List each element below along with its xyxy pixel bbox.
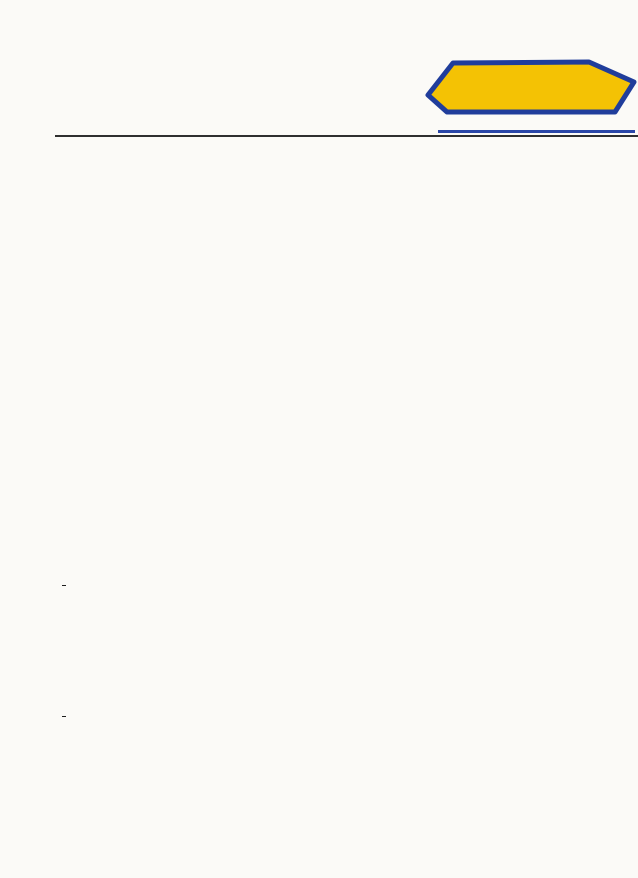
result-row [107,610,631,624]
legend-swatch-8 [57,321,83,330]
legend-item-6 [57,274,95,295]
legend-item-7 [57,295,95,316]
result-row [107,653,631,667]
legend-swatch-3 [57,218,83,227]
legend-item-1 [57,171,95,192]
header-divider [55,135,638,137]
legend-swatch-4 [57,239,83,248]
result-row [107,784,631,798]
result-row [107,741,631,755]
legend-item-9 [57,336,95,357]
chart-legend [57,171,95,378]
legend-swatch-7 [57,301,83,310]
result-row [107,581,631,595]
result-row [107,755,631,769]
result-row [107,712,631,726]
result-row [107,798,631,812]
result-row [107,769,631,783]
result-row [107,681,631,695]
y-axis-label-nm [576,317,588,377]
result-row [107,726,631,740]
legend-item-5 [57,253,95,274]
legend-swatch-9 [57,342,83,351]
legend-item-8 [57,315,95,336]
ioz-logo-shape [425,59,637,115]
result-2-block [107,712,631,827]
result-row [107,812,631,826]
result-row [107,624,631,638]
legend-swatch-5 [57,259,83,268]
legend-swatch-6 [57,280,83,289]
y-axis-label-kw [117,346,131,376]
logo-underline [438,130,635,133]
ioz-logo [425,59,637,115]
result-2-number [62,716,66,717]
legend-swatch-1 [57,176,83,185]
result-row [107,638,631,652]
legend-item-3 [57,212,95,233]
result-row [107,667,631,681]
legend-item-10 [57,357,95,378]
legend-item-4 [57,233,95,254]
legend-swatch-2 [57,197,83,206]
legend-swatch-10 [57,363,83,372]
result-row [107,595,631,609]
result-1-block [107,581,631,696]
legend-item-2 [57,191,95,212]
result-1-number [62,585,66,586]
